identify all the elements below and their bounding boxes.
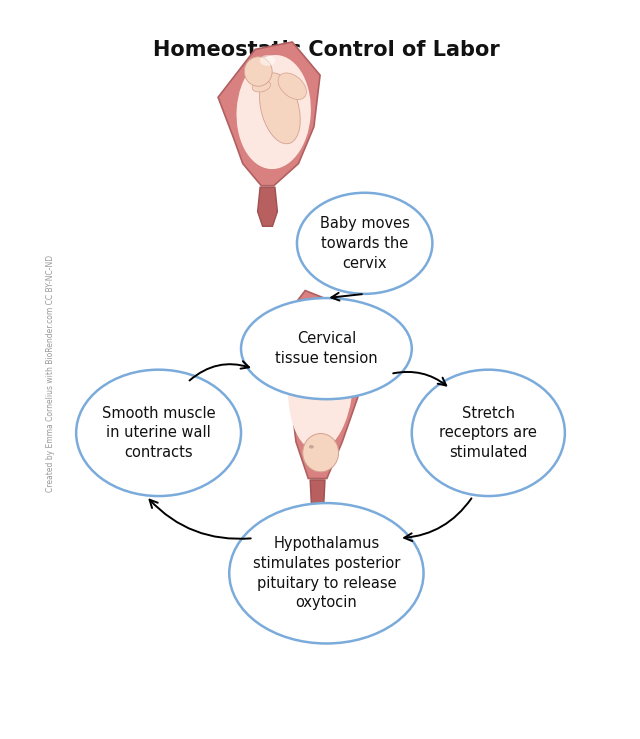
Text: Smooth muscle
in uterine wall
contracts: Smooth muscle in uterine wall contracts xyxy=(102,406,216,460)
Ellipse shape xyxy=(252,81,271,92)
Ellipse shape xyxy=(76,370,241,496)
Polygon shape xyxy=(310,480,325,504)
Ellipse shape xyxy=(259,73,300,144)
Ellipse shape xyxy=(229,503,424,644)
Ellipse shape xyxy=(321,312,351,336)
Ellipse shape xyxy=(412,370,565,496)
Ellipse shape xyxy=(241,298,412,399)
Ellipse shape xyxy=(288,315,353,451)
Polygon shape xyxy=(275,290,364,479)
Text: Hypothalamus
stimulates posterior
pituitary to release
oxytocin: Hypothalamus stimulates posterior pituit… xyxy=(253,536,400,610)
Polygon shape xyxy=(258,187,277,226)
Ellipse shape xyxy=(307,324,341,397)
Ellipse shape xyxy=(260,55,275,66)
Ellipse shape xyxy=(278,73,307,100)
Ellipse shape xyxy=(244,57,272,86)
Ellipse shape xyxy=(303,434,339,472)
Text: Homeostatic Control of Labor: Homeostatic Control of Labor xyxy=(153,40,500,60)
Text: Created by Emma Cornelius with BioRender.com CC BY-NC-ND: Created by Emma Cornelius with BioRender… xyxy=(46,255,55,491)
Text: Baby moves
towards the
cervix: Baby moves towards the cervix xyxy=(320,216,410,270)
Text: Cervical
tissue tension: Cervical tissue tension xyxy=(275,331,378,366)
Ellipse shape xyxy=(309,445,314,449)
Ellipse shape xyxy=(301,347,316,359)
Text: Stretch
receptors are
stimulated: Stretch receptors are stimulated xyxy=(440,406,537,460)
Polygon shape xyxy=(218,42,320,185)
Ellipse shape xyxy=(237,55,311,169)
Ellipse shape xyxy=(297,193,433,294)
